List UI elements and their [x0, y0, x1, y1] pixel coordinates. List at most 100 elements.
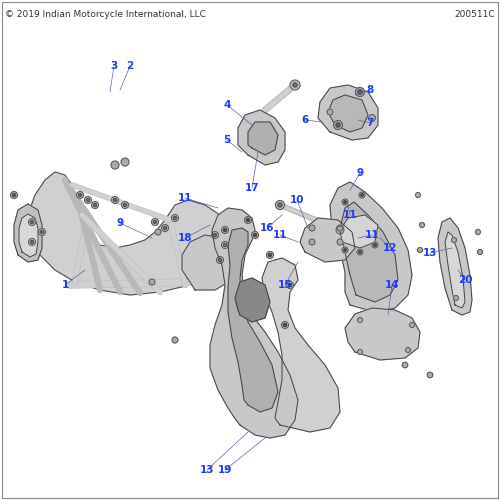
Circle shape — [212, 232, 218, 238]
Polygon shape — [228, 228, 278, 412]
Circle shape — [254, 234, 256, 236]
Polygon shape — [182, 235, 238, 290]
Circle shape — [358, 350, 362, 354]
Circle shape — [327, 109, 333, 115]
Circle shape — [368, 114, 376, 121]
Text: 5: 5 — [224, 135, 230, 145]
Circle shape — [162, 224, 168, 232]
Polygon shape — [330, 182, 412, 312]
Circle shape — [336, 123, 340, 127]
Circle shape — [476, 230, 480, 234]
Circle shape — [410, 322, 414, 328]
Text: 11: 11 — [343, 210, 357, 220]
Circle shape — [122, 202, 128, 208]
Circle shape — [288, 284, 292, 286]
Polygon shape — [300, 218, 355, 262]
Circle shape — [416, 192, 420, 198]
Circle shape — [361, 194, 363, 196]
Circle shape — [124, 204, 126, 206]
Circle shape — [121, 158, 129, 166]
Circle shape — [334, 120, 342, 130]
Polygon shape — [340, 215, 378, 248]
Circle shape — [30, 220, 34, 224]
Circle shape — [402, 362, 408, 368]
Circle shape — [222, 226, 228, 234]
Circle shape — [149, 279, 155, 285]
Text: 11: 11 — [365, 230, 380, 240]
Polygon shape — [14, 204, 42, 262]
Text: 15: 15 — [278, 280, 292, 290]
Text: © 2019 Indian Motorcycle International, LLC: © 2019 Indian Motorcycle International, … — [5, 10, 206, 19]
Circle shape — [28, 218, 35, 226]
Text: 12: 12 — [383, 243, 397, 253]
Circle shape — [78, 194, 82, 196]
Text: 13: 13 — [200, 465, 214, 475]
Text: 200511C: 200511C — [454, 10, 495, 19]
Circle shape — [268, 254, 272, 256]
Polygon shape — [345, 308, 420, 360]
Text: 18: 18 — [178, 233, 192, 243]
Circle shape — [290, 80, 300, 90]
Circle shape — [114, 198, 116, 202]
Circle shape — [218, 258, 222, 262]
Circle shape — [357, 249, 363, 255]
Circle shape — [337, 225, 343, 231]
Circle shape — [454, 296, 458, 300]
Circle shape — [359, 251, 361, 253]
Circle shape — [84, 196, 91, 203]
Text: 9: 9 — [116, 218, 123, 228]
Circle shape — [92, 202, 98, 208]
Polygon shape — [210, 208, 298, 438]
Circle shape — [111, 161, 119, 169]
Text: 20: 20 — [458, 275, 472, 285]
Text: 16: 16 — [260, 223, 274, 233]
Circle shape — [86, 198, 90, 202]
Polygon shape — [328, 95, 368, 132]
Circle shape — [337, 239, 343, 245]
Polygon shape — [340, 202, 398, 302]
Text: 14: 14 — [384, 280, 400, 290]
Polygon shape — [238, 110, 285, 165]
Text: 3: 3 — [110, 61, 117, 71]
Circle shape — [30, 240, 34, 244]
Polygon shape — [445, 232, 465, 308]
Circle shape — [94, 204, 96, 206]
Circle shape — [224, 244, 226, 246]
Circle shape — [293, 83, 297, 87]
Circle shape — [374, 244, 376, 246]
Circle shape — [10, 192, 18, 198]
Circle shape — [40, 230, 43, 234]
Circle shape — [154, 220, 156, 224]
Circle shape — [478, 250, 482, 254]
Circle shape — [28, 238, 35, 246]
Circle shape — [358, 90, 362, 94]
Text: 19: 19 — [218, 465, 232, 475]
Text: 1: 1 — [62, 280, 68, 290]
Circle shape — [222, 242, 228, 248]
Text: 11: 11 — [273, 230, 287, 240]
Circle shape — [276, 200, 284, 209]
Circle shape — [420, 222, 424, 228]
Circle shape — [216, 256, 224, 264]
Circle shape — [76, 192, 84, 198]
Circle shape — [252, 232, 258, 238]
Text: 8: 8 — [366, 85, 374, 95]
Text: 2: 2 — [126, 61, 134, 71]
Circle shape — [244, 216, 252, 224]
Circle shape — [38, 228, 46, 235]
Circle shape — [358, 318, 362, 322]
Circle shape — [286, 282, 294, 288]
Circle shape — [344, 249, 346, 251]
Circle shape — [224, 228, 226, 232]
Text: 11: 11 — [178, 193, 192, 203]
Polygon shape — [262, 258, 340, 432]
Circle shape — [152, 218, 158, 226]
Polygon shape — [248, 122, 278, 155]
Circle shape — [344, 201, 346, 203]
Polygon shape — [28, 172, 235, 295]
Circle shape — [356, 88, 364, 96]
Circle shape — [282, 322, 288, 328]
Circle shape — [359, 192, 365, 198]
Circle shape — [372, 242, 378, 248]
Polygon shape — [318, 85, 378, 140]
